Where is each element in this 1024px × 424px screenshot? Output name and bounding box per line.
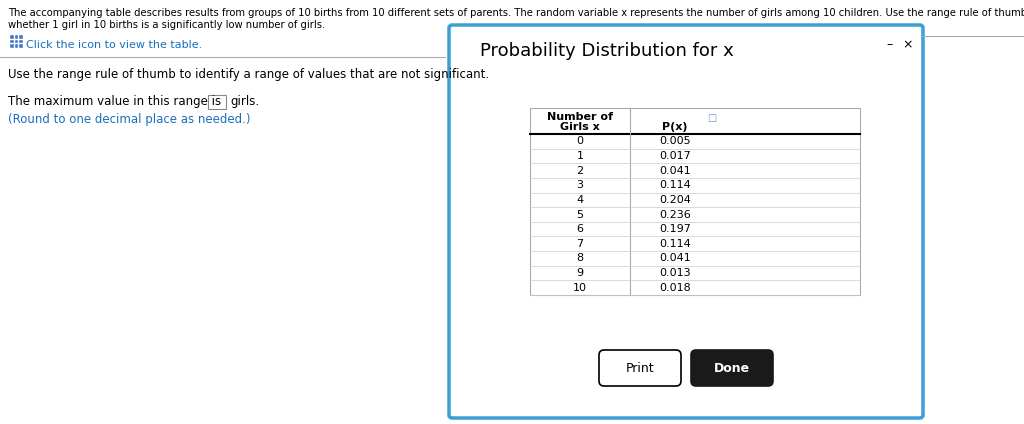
Text: 9: 9 bbox=[577, 268, 584, 278]
Text: 0.018: 0.018 bbox=[659, 283, 691, 293]
Text: 0.197: 0.197 bbox=[659, 224, 691, 234]
Bar bbox=[19, 40, 23, 43]
Text: (Round to one decimal place as needed.): (Round to one decimal place as needed.) bbox=[8, 113, 251, 126]
Text: 0.114: 0.114 bbox=[659, 239, 691, 249]
FancyBboxPatch shape bbox=[599, 350, 681, 386]
Text: 0.236: 0.236 bbox=[659, 209, 691, 220]
Text: P(x): P(x) bbox=[663, 122, 688, 132]
Bar bbox=[10, 40, 13, 43]
Text: Print: Print bbox=[626, 362, 654, 374]
FancyBboxPatch shape bbox=[691, 350, 773, 386]
Text: Click the icon to view the table.: Click the icon to view the table. bbox=[26, 40, 203, 50]
Text: 4: 4 bbox=[577, 195, 584, 205]
Text: 0.005: 0.005 bbox=[659, 137, 691, 146]
Text: 0: 0 bbox=[577, 137, 584, 146]
Text: whether 1 girl in 10 births is a significantly low number of girls.: whether 1 girl in 10 births is a signifi… bbox=[8, 20, 326, 30]
Bar bbox=[19, 45, 23, 48]
Text: The accompanying table describes results from groups of 10 births from 10 differ: The accompanying table describes results… bbox=[8, 8, 1024, 18]
Text: 5: 5 bbox=[577, 209, 584, 220]
Text: 0.041: 0.041 bbox=[659, 166, 691, 176]
Bar bbox=[14, 40, 18, 43]
Text: 3: 3 bbox=[577, 180, 584, 190]
Text: 8: 8 bbox=[577, 254, 584, 263]
Text: 0.114: 0.114 bbox=[659, 180, 691, 190]
Bar bbox=[208, 95, 226, 109]
Text: 0.041: 0.041 bbox=[659, 254, 691, 263]
Bar bbox=[14, 35, 18, 39]
Text: Done: Done bbox=[714, 362, 750, 374]
FancyBboxPatch shape bbox=[449, 25, 923, 418]
Text: 2: 2 bbox=[577, 166, 584, 176]
Bar bbox=[19, 35, 23, 39]
Text: □: □ bbox=[708, 113, 717, 123]
Text: Use the range rule of thumb to identify a range of values that are not significa: Use the range rule of thumb to identify … bbox=[8, 68, 489, 81]
Text: Girls x: Girls x bbox=[560, 122, 600, 132]
Text: girls.: girls. bbox=[230, 95, 259, 108]
Text: 0.204: 0.204 bbox=[659, 195, 691, 205]
Text: Number of: Number of bbox=[547, 112, 613, 122]
Text: 7: 7 bbox=[577, 239, 584, 249]
Bar bbox=[14, 45, 18, 48]
Text: ×: × bbox=[903, 38, 913, 51]
Bar bbox=[10, 35, 13, 39]
Bar bbox=[10, 45, 13, 48]
Bar bbox=[530, 108, 860, 295]
Text: –: – bbox=[887, 38, 893, 51]
Text: Probability Distribution for x: Probability Distribution for x bbox=[480, 42, 734, 60]
Text: 1: 1 bbox=[577, 151, 584, 161]
Text: The maximum value in this range is: The maximum value in this range is bbox=[8, 95, 221, 108]
Text: 6: 6 bbox=[577, 224, 584, 234]
Text: 0.017: 0.017 bbox=[659, 151, 691, 161]
Text: 0.013: 0.013 bbox=[659, 268, 691, 278]
Text: 10: 10 bbox=[573, 283, 587, 293]
